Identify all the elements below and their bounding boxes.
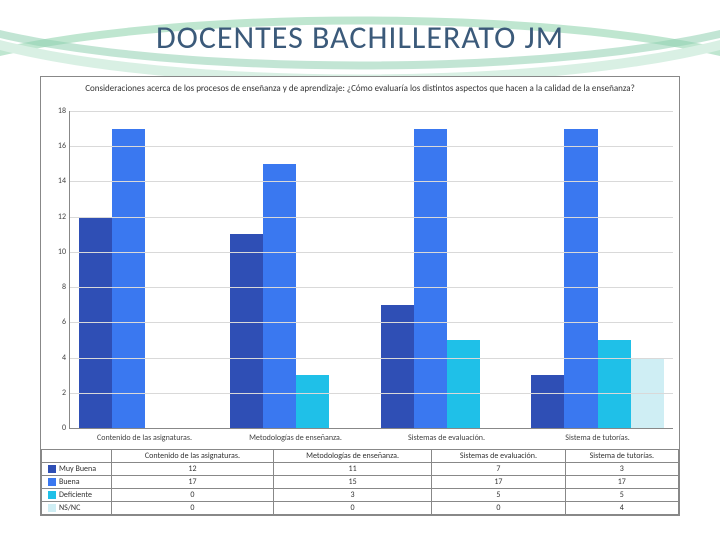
gridline <box>70 287 673 288</box>
bar-group <box>522 111 673 428</box>
x-axis-labels: Contenido de las asignaturas.Metodología… <box>69 431 673 445</box>
gridline <box>70 111 673 112</box>
table-cell: 0 <box>112 502 274 515</box>
gridline <box>70 146 673 147</box>
table-cell: 12 <box>112 463 274 476</box>
y-tick-label: 6 <box>50 317 66 327</box>
table-col-header: Contenido de las asignaturas. <box>112 450 274 463</box>
chart-container: Consideraciones acerca de los procesos d… <box>40 76 680 516</box>
gridline <box>70 393 673 394</box>
gridline <box>70 252 673 253</box>
y-tick-label: 18 <box>50 106 66 116</box>
bar-group <box>70 111 221 428</box>
bar <box>531 375 564 428</box>
table-cell: 0 <box>112 489 274 502</box>
y-tick-label: 10 <box>50 247 66 257</box>
table-col-header: Sistema de tutorías. <box>565 450 678 463</box>
table-cell: 17 <box>565 476 678 489</box>
legend-swatch <box>48 491 56 499</box>
table-corner <box>42 450 112 463</box>
series-label: NS/NC <box>42 502 112 515</box>
table-cell: 3 <box>273 489 431 502</box>
bar <box>296 375 329 428</box>
table-cell: 17 <box>112 476 274 489</box>
y-tick-label: 4 <box>50 353 66 363</box>
legend-swatch <box>48 504 56 512</box>
table-row: NS/NC0004 <box>42 502 679 515</box>
legend-swatch <box>48 478 56 486</box>
table-cell: 0 <box>432 502 565 515</box>
x-tick-label: Contenido de las asignaturas. <box>69 431 220 445</box>
legend-swatch <box>48 465 56 473</box>
series-label: Buena <box>42 476 112 489</box>
bar <box>112 129 145 428</box>
table-cell: 5 <box>432 489 565 502</box>
bar <box>598 340 631 428</box>
table-cell: 11 <box>273 463 431 476</box>
gridline <box>70 358 673 359</box>
chart-title: Consideraciones acerca de los procesos d… <box>41 77 679 96</box>
series-label: Muy Buena <box>42 463 112 476</box>
table-col-header: Metodologías de enseñanza. <box>273 450 431 463</box>
table-cell: 0 <box>273 502 431 515</box>
y-tick-label: 14 <box>50 176 66 186</box>
y-tick-label: 8 <box>50 282 66 292</box>
table-row: Muy Buena121173 <box>42 463 679 476</box>
y-tick-label: 0 <box>50 423 66 433</box>
table-col-header: Sistemas de evaluación. <box>432 450 565 463</box>
y-tick-label: 2 <box>50 388 66 398</box>
table-cell: 4 <box>565 502 678 515</box>
page-title: DOCENTES BACHILLERATO JM <box>0 18 720 57</box>
bar-group <box>221 111 372 428</box>
table-cell: 5 <box>565 489 678 502</box>
bar <box>447 340 480 428</box>
table-cell: 15 <box>273 476 431 489</box>
gridline <box>70 181 673 182</box>
table-row: Buena17151717 <box>42 476 679 489</box>
x-tick-label: Sistema de tutorías. <box>522 431 673 445</box>
x-tick-label: Metodologías de enseñanza. <box>220 431 371 445</box>
bar-group <box>372 111 523 428</box>
bar <box>564 129 597 428</box>
y-tick-label: 12 <box>50 212 66 222</box>
plot-area: 024681012141618 <box>69 111 673 429</box>
table-cell: 17 <box>432 476 565 489</box>
y-tick-label: 16 <box>50 141 66 151</box>
bar <box>230 234 263 428</box>
table-row: Deficiente0355 <box>42 489 679 502</box>
table-cell: 7 <box>432 463 565 476</box>
x-tick-label: Sistemas de evaluación. <box>371 431 522 445</box>
gridline <box>70 217 673 218</box>
table-cell: 3 <box>565 463 678 476</box>
bar <box>263 164 296 428</box>
bar <box>414 129 447 428</box>
series-label: Deficiente <box>42 489 112 502</box>
data-table: Contenido de las asignaturas.Metodología… <box>41 449 679 515</box>
gridline <box>70 322 673 323</box>
